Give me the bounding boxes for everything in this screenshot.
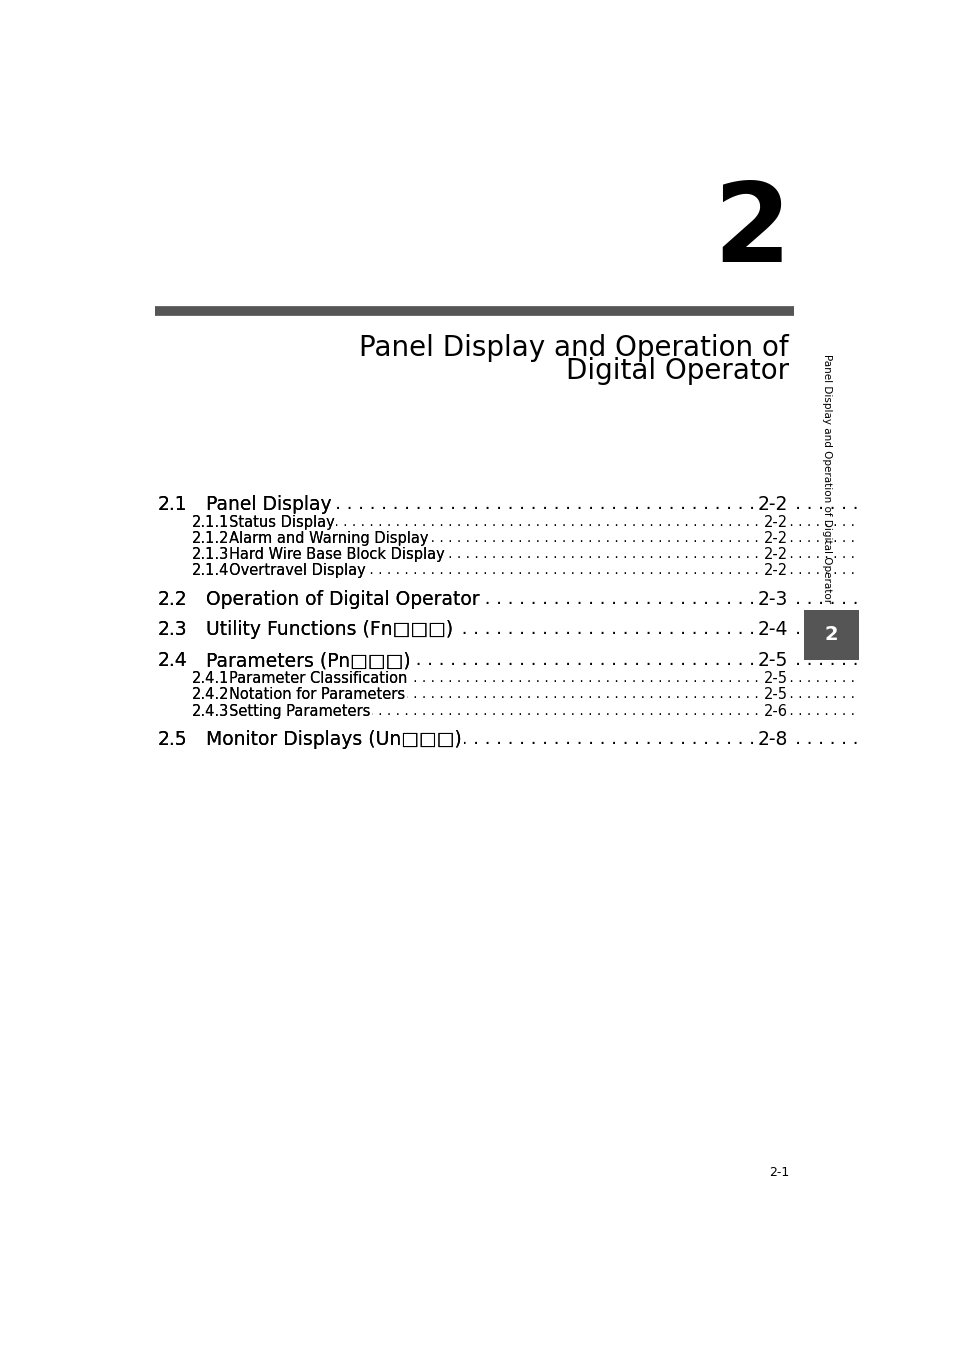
Text: 2.5: 2.5: [157, 730, 187, 749]
Text: . . . . . . . . . . . . . . . . . . . . . . . . . . . . . . . . . . . . . . . . : . . . . . . . . . . . . . . . . . . . . …: [203, 621, 953, 639]
Text: . . . . . . . . . . . . . . . . . . . . . . . . . . . . . . . . . . . . . . . . : . . . . . . . . . . . . . . . . . . . . …: [225, 703, 953, 718]
Text: Panel Display and Operation of Digital Operator: Panel Display and Operation of Digital O…: [821, 355, 831, 603]
Text: Digital Operator: Digital Operator: [565, 358, 788, 386]
Text: 2-4: 2-4: [757, 621, 787, 640]
Text: 2.1.3: 2.1.3: [192, 547, 229, 562]
Text: 2.4: 2.4: [157, 651, 187, 670]
Text: 2.1.1: 2.1.1: [192, 514, 229, 531]
Text: Utility Functions (Fn□□□): Utility Functions (Fn□□□): [206, 621, 453, 640]
Text: Notation for Parameters: Notation for Parameters: [229, 687, 404, 702]
Text: . . . . . . . . . . . . . . . . . . . . . . . . . . . . . . . . . . . . . . . . : . . . . . . . . . . . . . . . . . . . . …: [225, 531, 953, 545]
Text: Panel Display and Operation of: Panel Display and Operation of: [359, 333, 788, 362]
Text: Setting Parameters: Setting Parameters: [229, 703, 370, 718]
Text: 2.1: 2.1: [157, 494, 187, 513]
Text: 2-2: 2-2: [763, 531, 787, 545]
Text: Alarm and Warning Display: Alarm and Warning Display: [229, 531, 428, 545]
Text: 2.1.1: 2.1.1: [192, 514, 229, 531]
Text: 2.2: 2.2: [157, 590, 187, 609]
Text: 2: 2: [713, 178, 790, 285]
Text: 2.1: 2.1: [157, 494, 187, 513]
Text: 2-5: 2-5: [763, 687, 787, 702]
Text: Overtravel Display: Overtravel Display: [229, 563, 365, 578]
Text: 2.3: 2.3: [157, 621, 187, 640]
Text: Monitor Displays (Un□□□): Monitor Displays (Un□□□): [206, 730, 462, 749]
Text: . . . . . . . . . . . . . . . . . . . . . . . . . . . . . . . . . . . . . . . . : . . . . . . . . . . . . . . . . . . . . …: [225, 547, 953, 562]
Text: 2-5: 2-5: [758, 651, 787, 670]
Text: . . . . . . . . . . . . . . . . . . . . . . . . . . . . . . . . . . . . . . . . : . . . . . . . . . . . . . . . . . . . . …: [203, 494, 953, 513]
Text: 2.2: 2.2: [157, 590, 187, 609]
Text: 2.1.2: 2.1.2: [192, 531, 229, 545]
Text: 2.4: 2.4: [157, 651, 187, 670]
Text: Parameters (Pn□□□): Parameters (Pn□□□): [206, 651, 411, 670]
Text: 2.1.4: 2.1.4: [192, 563, 229, 578]
Text: 2.4.3: 2.4.3: [192, 703, 229, 718]
Text: 2.1.4: 2.1.4: [192, 563, 229, 578]
Text: Notation for Parameters: Notation for Parameters: [229, 687, 404, 702]
Text: Utility Functions (Fn□□□): Utility Functions (Fn□□□): [206, 621, 453, 640]
Text: Parameter Classification: Parameter Classification: [229, 671, 407, 686]
Text: 2-2: 2-2: [763, 514, 787, 531]
Text: 2-2: 2-2: [763, 563, 787, 578]
Text: 2.4.1: 2.4.1: [192, 671, 229, 686]
Text: 2.1.3: 2.1.3: [192, 547, 229, 562]
Text: . . . . . . . . . . . . . . . . . . . . . . . . . . . . . . . . . . . . . . . . : . . . . . . . . . . . . . . . . . . . . …: [225, 687, 953, 702]
Text: Status Display: Status Display: [229, 514, 335, 531]
Text: Overtravel Display: Overtravel Display: [229, 563, 365, 578]
Text: Setting Parameters: Setting Parameters: [229, 703, 370, 718]
Text: Parameters (Pn□□□): Parameters (Pn□□□): [206, 651, 411, 670]
Text: Hard Wire Base Block Display: Hard Wire Base Block Display: [229, 547, 444, 562]
Text: 2.4.2: 2.4.2: [192, 687, 229, 702]
Text: 2-2: 2-2: [763, 547, 787, 562]
Text: Alarm and Warning Display: Alarm and Warning Display: [229, 531, 428, 545]
Text: Panel Display: Panel Display: [206, 494, 332, 513]
Text: 2-2: 2-2: [758, 494, 787, 513]
Text: Hard Wire Base Block Display: Hard Wire Base Block Display: [229, 547, 444, 562]
Text: 2-6: 2-6: [763, 703, 787, 718]
Text: 2-5: 2-5: [763, 671, 787, 686]
Text: . . . . . . . . . . . . . . . . . . . . . . . . . . . . . . . . . . . . . . . . : . . . . . . . . . . . . . . . . . . . . …: [225, 514, 953, 529]
Text: . . . . . . . . . . . . . . . . . . . . . . . . . . . . . . . . . . . . . . . . : . . . . . . . . . . . . . . . . . . . . …: [225, 671, 953, 686]
Text: Operation of Digital Operator: Operation of Digital Operator: [206, 590, 479, 609]
FancyBboxPatch shape: [803, 610, 858, 660]
Text: 2.5: 2.5: [157, 730, 187, 749]
Text: Status Display: Status Display: [229, 514, 335, 531]
Text: . . . . . . . . . . . . . . . . . . . . . . . . . . . . . . . . . . . . . . . . : . . . . . . . . . . . . . . . . . . . . …: [203, 590, 953, 608]
Text: 2.4.2: 2.4.2: [192, 687, 229, 702]
Text: 2: 2: [823, 625, 837, 644]
Text: . . . . . . . . . . . . . . . . . . . . . . . . . . . . . . . . . . . . . . . . : . . . . . . . . . . . . . . . . . . . . …: [203, 651, 953, 670]
Text: 2.4.1: 2.4.1: [192, 671, 229, 686]
Text: Operation of Digital Operator: Operation of Digital Operator: [206, 590, 479, 609]
Text: 2.4.3: 2.4.3: [192, 703, 229, 718]
Text: 2-1: 2-1: [768, 1165, 788, 1179]
Text: Panel Display: Panel Display: [206, 494, 332, 513]
Text: . . . . . . . . . . . . . . . . . . . . . . . . . . . . . . . . . . . . . . . . : . . . . . . . . . . . . . . . . . . . . …: [203, 730, 953, 748]
Text: 2-8: 2-8: [758, 730, 787, 749]
Text: 2.3: 2.3: [157, 621, 187, 640]
Text: Monitor Displays (Un□□□): Monitor Displays (Un□□□): [206, 730, 462, 749]
Text: 2.1.2: 2.1.2: [192, 531, 229, 545]
Text: . . . . . . . . . . . . . . . . . . . . . . . . . . . . . . . . . . . . . . . . : . . . . . . . . . . . . . . . . . . . . …: [225, 563, 953, 578]
Text: 2-3: 2-3: [758, 590, 787, 609]
Text: Parameter Classification: Parameter Classification: [229, 671, 407, 686]
